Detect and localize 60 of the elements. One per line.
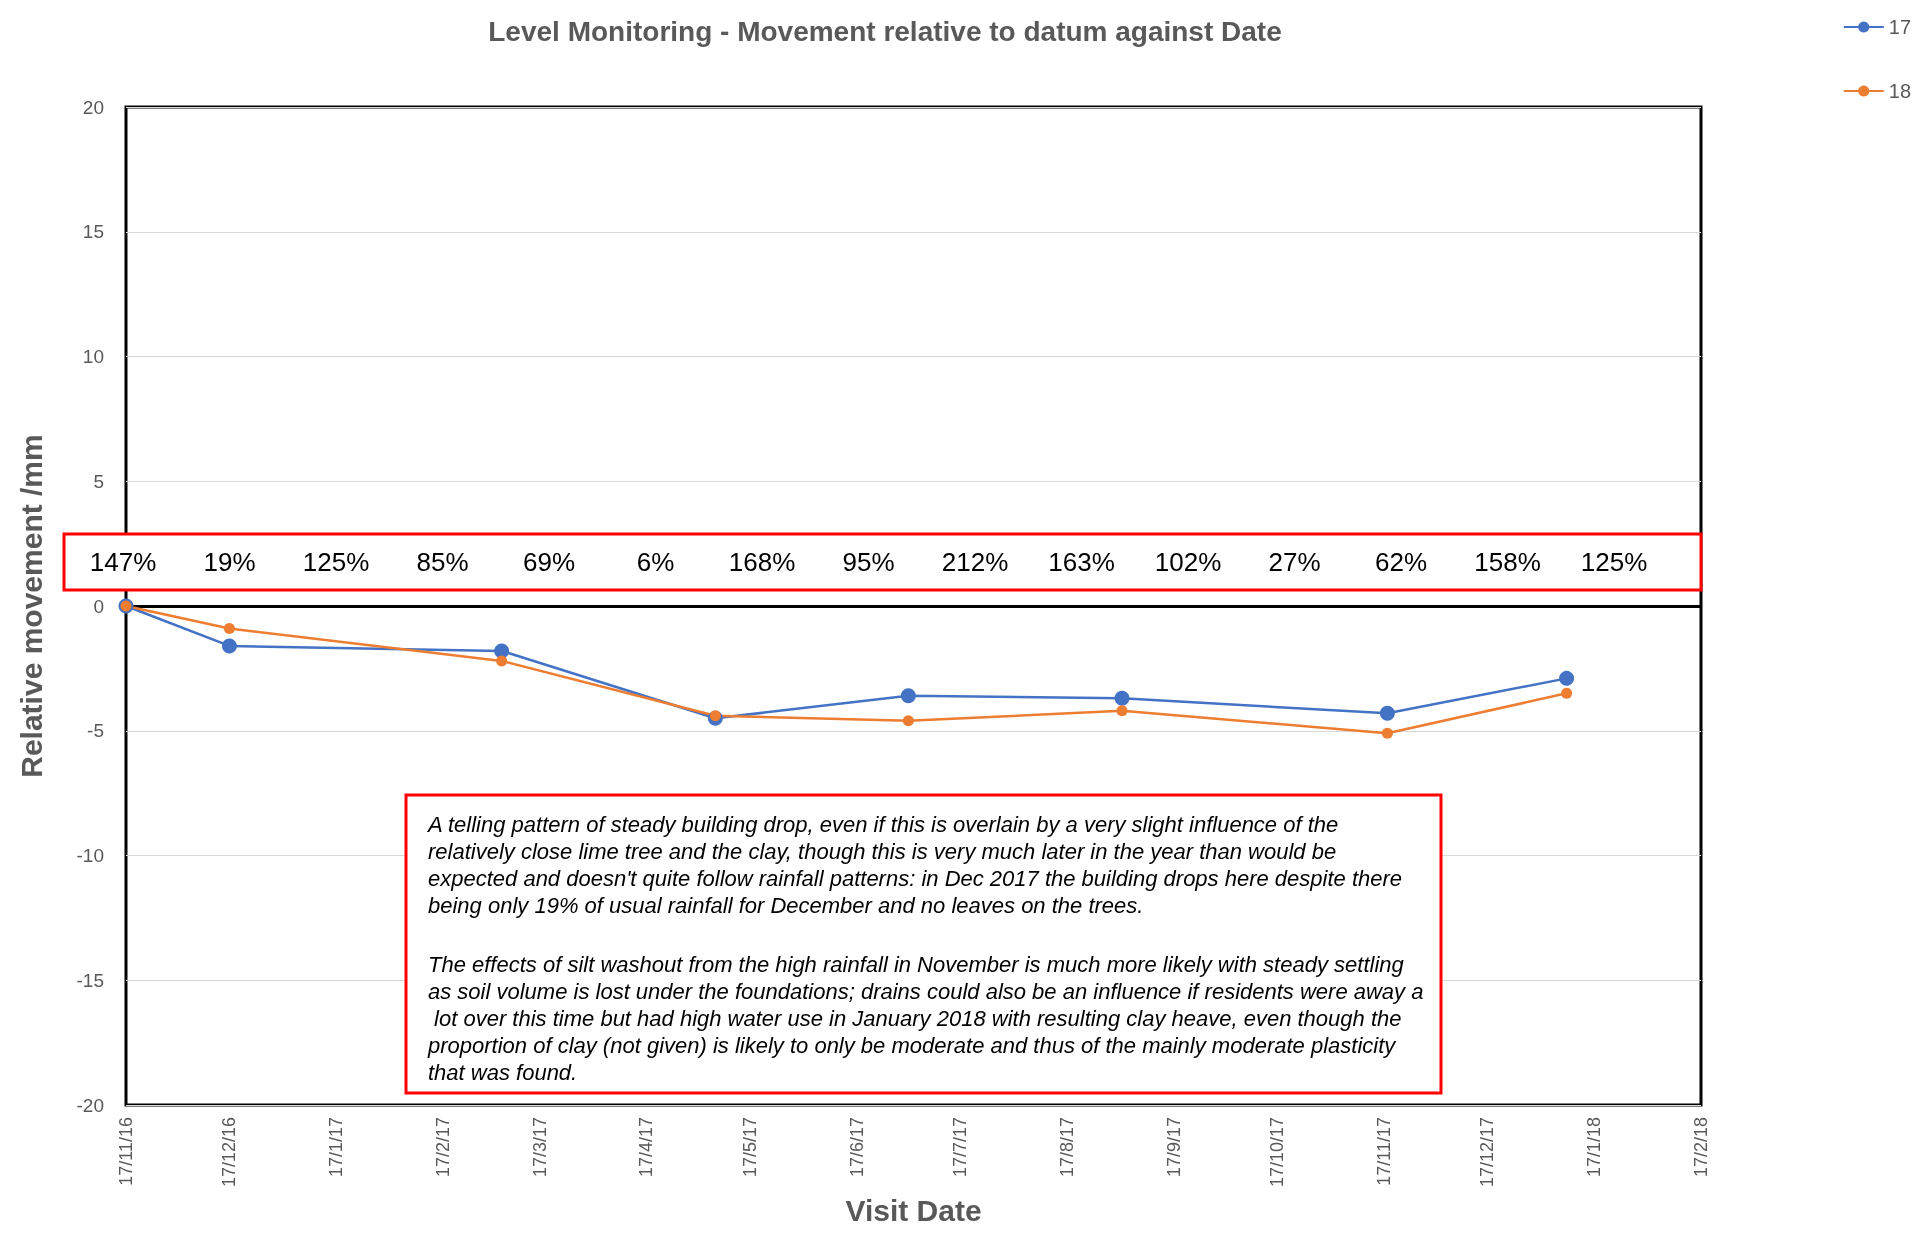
y-tick-label: 5: [93, 470, 104, 492]
x-tick-label: 17/1/17: [326, 1117, 347, 1178]
annotation: 95%: [842, 547, 895, 577]
point: [1559, 670, 1575, 686]
annotation: 168%: [728, 547, 796, 577]
x-tick-label: 17/6/17: [846, 1117, 867, 1178]
point: [1116, 705, 1128, 717]
annotation: 27%: [1268, 547, 1321, 577]
annotation: 212%: [941, 547, 1009, 577]
x-tick-label: 17/2/18: [1691, 1117, 1711, 1178]
point: [494, 643, 510, 659]
annotation: 147%: [89, 547, 157, 577]
y-tick-label: -5: [87, 720, 104, 742]
chart-title: Level Monitoring - Movement relative to datum against Date: [488, 15, 1282, 47]
y-axis-title: Relative movement /mm: [14, 434, 48, 778]
annotation: 62%: [1374, 547, 1428, 577]
legend-label: 17: [1888, 16, 1911, 38]
y-tick-label: -20: [76, 1094, 104, 1116]
point: [1114, 690, 1130, 706]
x-tick-label: 17/2/17: [433, 1117, 454, 1178]
point: [221, 638, 237, 654]
annotation: 158%: [1474, 547, 1541, 577]
x-tick-label: 17/8/17: [1056, 1117, 1077, 1178]
x-tick-label: 17/10/17: [1267, 1117, 1288, 1188]
x-tick-label: 17/11/16: [116, 1117, 136, 1186]
y-tick-label: 20: [82, 96, 104, 118]
y-tick-label: -10: [76, 845, 104, 867]
annotation: 125%: [1580, 547, 1648, 577]
annotation: 102%: [1154, 547, 1222, 577]
point: [709, 710, 721, 722]
x-tick-label: 17/1/18: [1584, 1117, 1605, 1178]
y-tick-label: -15: [76, 969, 104, 991]
y-tick-label: 15: [82, 221, 104, 243]
point: [223, 622, 235, 634]
x-tick-label: 17/9/17: [1163, 1117, 1184, 1178]
annotation: 6%: [636, 547, 675, 577]
x-tick-label: 17/3/17: [529, 1117, 550, 1178]
x-tick-label: 17/11/17: [1373, 1117, 1394, 1186]
point: [900, 688, 916, 704]
point: [1381, 727, 1393, 739]
annotation: 125%: [302, 547, 370, 577]
x-axis-title: Visit Date: [845, 1193, 982, 1227]
x-tick-label: 17/12/16: [219, 1117, 240, 1188]
y-tick-label: 10: [82, 346, 104, 368]
annotation: The effects of silt washout from the high rainfall in November is much more likely with steady settling as soil volume is lost under the foundations; drains could also be an influence if residents were away a lot over this time but had high water use in January 2018 with resulting clay heave, even though the proportion of clay (not given) is likely to only be moderate and thus of the mainly moderate plasticity that was found.: [427, 952, 1424, 1085]
legend-label: 18: [1888, 80, 1911, 102]
annotation: 163%: [1048, 547, 1115, 577]
point: [1379, 705, 1395, 721]
annotation: 85%: [416, 547, 469, 577]
point: [1561, 687, 1573, 699]
annotation: A telling pattern of steady building drop, even if this is overlain by a very slight influence of the relatively close lime tree and the clay, though this is very much later in the year than would be expected and doesn't quite follow rainfall patterns: in Dec 2017 the building drops here despite there being only 19% of usual rainfall for December and no leaves on the trees.: [426, 812, 1409, 918]
point: [496, 655, 508, 667]
x-tick-label: 17/7/17: [950, 1117, 971, 1178]
x-tick-label: 17/12/17: [1477, 1117, 1498, 1188]
y-tick-label: 0: [93, 595, 104, 617]
annotation: 19%: [203, 547, 256, 577]
x-tick-label: 17/4/17: [636, 1117, 657, 1178]
point: [902, 715, 914, 727]
x-tick-label: 17/5/17: [739, 1117, 760, 1178]
annotation: 69%: [522, 547, 576, 577]
